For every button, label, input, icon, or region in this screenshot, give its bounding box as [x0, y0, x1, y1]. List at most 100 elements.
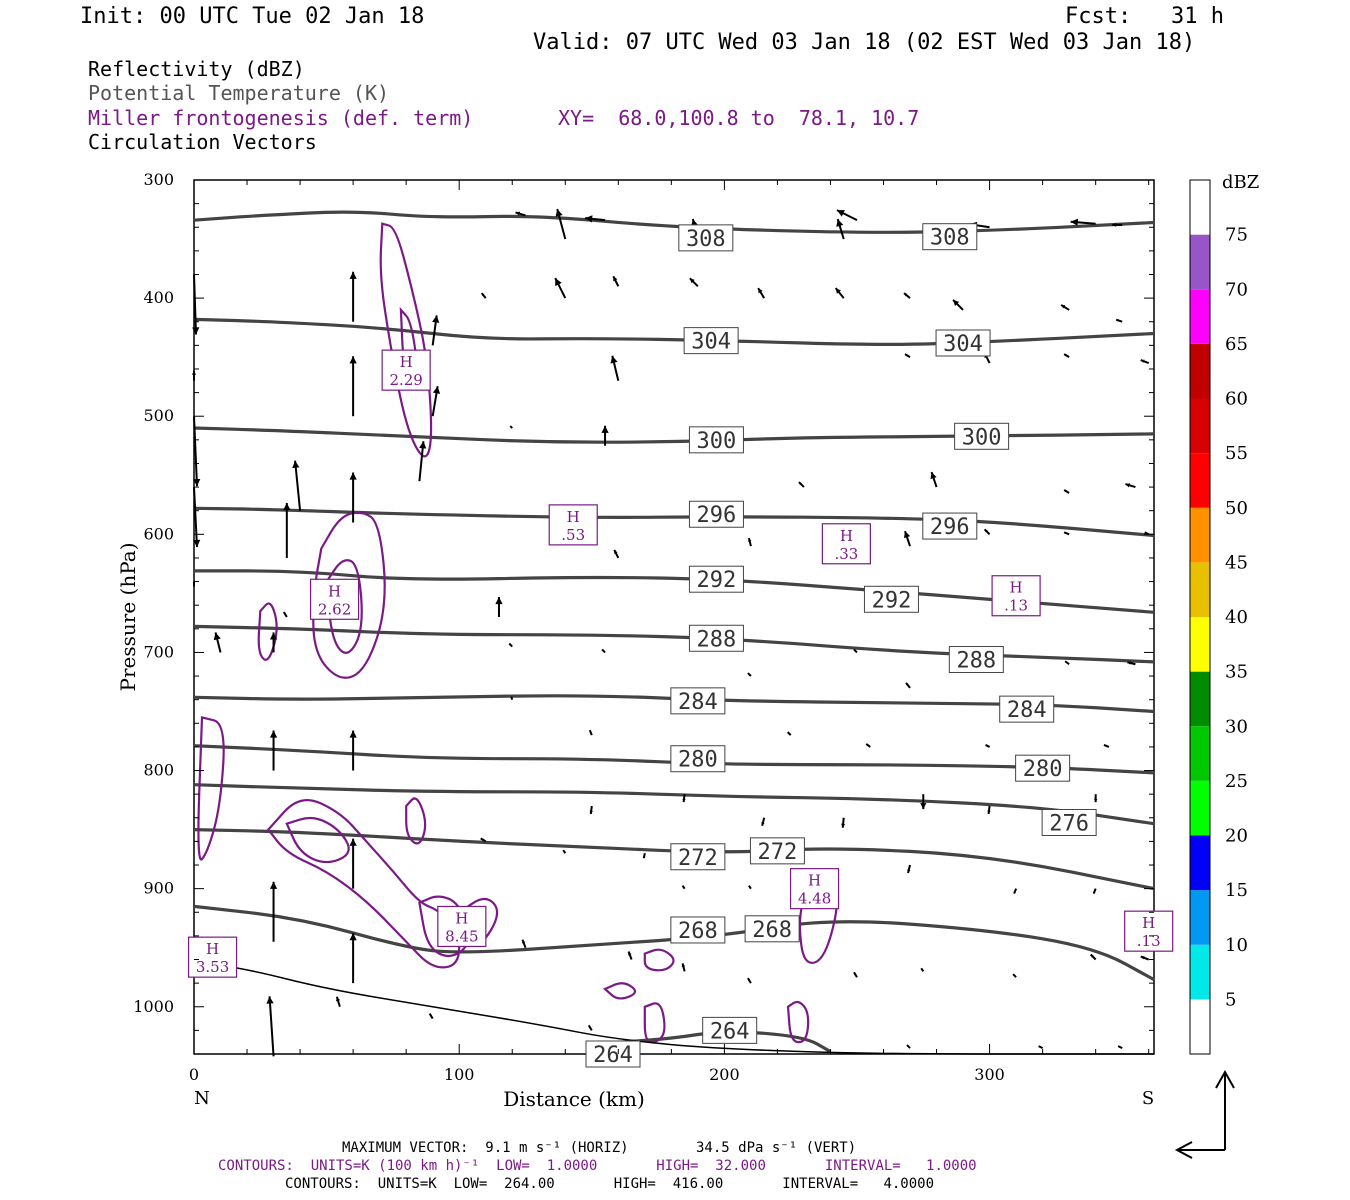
theta-contour-288 [193, 624, 1155, 664]
theta-label-box [688, 426, 744, 454]
circulation-vector-head [1116, 319, 1119, 322]
circulation-vector-head [1112, 222, 1117, 227]
theta-contour-272 [193, 828, 1155, 891]
theta-label: 296 [930, 515, 970, 540]
miller-max-box [381, 349, 431, 391]
colorbar-segment [1190, 726, 1210, 781]
colorbar-segment [1190, 234, 1210, 290]
circulation-vector-head [1064, 354, 1067, 357]
circulation-vector-head [1093, 891, 1096, 894]
theta-label-box [670, 843, 726, 871]
x-end-label-north: N [194, 1088, 210, 1109]
theta-label-box [948, 646, 1004, 674]
theta-label-box [744, 915, 800, 943]
circulation-vector-head [853, 972, 857, 975]
theta-label-box [935, 329, 991, 357]
colorbar-level-label: 10 [1225, 935, 1248, 956]
colorbar-level-label: 30 [1225, 716, 1248, 737]
colorbar-level-label: 15 [1225, 880, 1248, 901]
circulation-vector-head [336, 996, 341, 1002]
colorbar-level-label: 55 [1225, 443, 1248, 464]
miller-contour [257, 602, 278, 661]
theta-label: 272 [678, 846, 718, 871]
theta-label: 272 [758, 840, 798, 865]
y-axis-title: Pressure (hPa) [116, 543, 140, 692]
circulation-vector-head [761, 822, 765, 826]
miller-max-value: .13 [1004, 597, 1028, 615]
circulation-vector-head [1103, 744, 1107, 747]
reference-vector-icon [1174, 1069, 1235, 1159]
theta-label: 304 [943, 332, 983, 357]
theta-label-box [585, 1040, 641, 1068]
colorbar-segment [1190, 835, 1210, 891]
footer-max-vector: MAXIMUM VECTOR: 9.1 m s⁻¹ (HORIZ) 34.5 d… [342, 1140, 857, 1156]
circulation-vector-head [193, 478, 201, 487]
y-tick-label: 600 [143, 524, 174, 543]
circulation-vector-head [866, 743, 869, 746]
miller-max-letter: H [206, 940, 219, 958]
circulation-vector [193, 487, 198, 548]
colorbar-level-label: 5 [1225, 989, 1236, 1010]
circulation-vector-head [748, 538, 752, 542]
miller-max-box [821, 523, 871, 565]
theta-label: 284 [1007, 698, 1047, 723]
theta-label: 268 [678, 919, 718, 944]
circulation-vector-head [283, 612, 287, 615]
circulation-vector-head [610, 355, 618, 364]
circulation-vector-head [853, 649, 856, 652]
y-tick-label: 800 [143, 761, 174, 780]
legend-xy: XY= 68.0,100.8 to 78.1, 10.7 [558, 106, 920, 130]
miller-max-letter: H [328, 582, 341, 600]
y-tick-label: 500 [143, 406, 174, 425]
circulation-vector-head [841, 823, 846, 828]
circulation-vector-head [907, 1045, 909, 1047]
circulation-vector-head [522, 939, 526, 944]
colorbar-segment [1190, 398, 1210, 454]
theta-label: 280 [1023, 757, 1063, 782]
miller-max-letter: H [455, 909, 468, 927]
circulation-vector-head [1013, 891, 1016, 894]
circulation-vector [193, 274, 197, 335]
theta-label: 296 [697, 503, 737, 528]
x-tick-label: 200 [709, 1065, 740, 1084]
theta-contour-280 [193, 744, 1155, 775]
circulation-vector-head [585, 215, 593, 223]
miller-contour [266, 799, 461, 969]
miller-max-box [437, 905, 487, 948]
miller-max-letter: H [840, 527, 853, 545]
miller-max-box [187, 936, 238, 978]
miller-max-value: 2.62 [318, 600, 351, 618]
theta-label-box [688, 500, 744, 528]
circulation-vector-head [269, 730, 278, 738]
circulation-vector-head [192, 584, 196, 587]
circulation-vector-head [907, 869, 911, 874]
colorbar-frame [1189, 179, 1211, 1055]
theta-label-box [688, 624, 744, 652]
miller-max-box [309, 578, 360, 620]
miller-max-value: 4.48 [798, 890, 831, 908]
colorbar-segment [1190, 890, 1210, 945]
colorbar-segment [1190, 562, 1210, 617]
theta-label: 268 [752, 918, 792, 943]
circulation-vector-head [495, 597, 503, 605]
circulation-vector-head [1065, 661, 1068, 664]
y-tick-label: 1000 [133, 997, 174, 1016]
circulation-vector-head [906, 682, 909, 686]
circulation-vector-head [601, 425, 609, 433]
circulation-vector-head [269, 881, 278, 889]
miller-max-box [1124, 910, 1174, 952]
miller-max-box [548, 504, 598, 546]
colorbar-level-label: 45 [1225, 552, 1248, 573]
circulation-vector-head [515, 211, 521, 216]
circulation-vector-head [985, 744, 988, 747]
circulation-vector-head [349, 271, 357, 279]
colorbar-unit: dBZ [1222, 172, 1259, 193]
circulation-vector-head [1140, 359, 1145, 363]
colorbar-segment [1190, 671, 1210, 727]
x-tick-label: 0 [189, 1065, 199, 1084]
circulation-vector-head [432, 386, 441, 394]
theta-label: 276 [1049, 812, 1089, 837]
miller-contour [325, 559, 363, 654]
miller-contour [312, 511, 386, 679]
theta-contour-304 [193, 317, 1155, 346]
